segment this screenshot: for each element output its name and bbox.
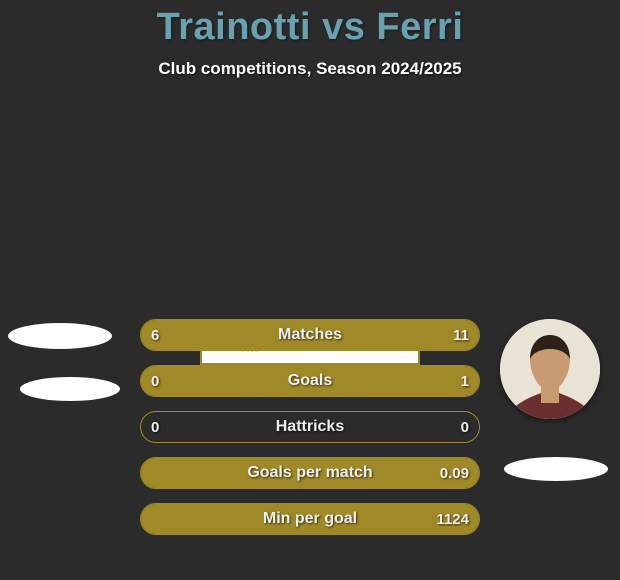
bar-value-left: 6 bbox=[151, 320, 159, 350]
bar-value-right: 11 bbox=[453, 320, 469, 350]
stat-bar-gpm: Goals per match 0.09 bbox=[140, 457, 480, 489]
player-right-avatar bbox=[500, 319, 600, 419]
stat-bar-mpg: Min per goal 1124 bbox=[140, 503, 480, 535]
bar-fill-right bbox=[141, 504, 479, 534]
avatar-icon bbox=[500, 319, 600, 419]
stat-bars: 6 Matches 11 0 Goals 1 0 Hattricks 0 Goa… bbox=[140, 319, 480, 549]
player-left-badge-1 bbox=[8, 323, 112, 349]
bar-fill-right bbox=[141, 366, 479, 396]
stat-bar-hattricks: 0 Hattricks 0 bbox=[140, 411, 480, 443]
compare-area: 6 Matches 11 0 Goals 1 0 Hattricks 0 Goa… bbox=[0, 319, 620, 399]
bar-fill-right bbox=[141, 458, 479, 488]
bar-value-right: 1124 bbox=[436, 504, 469, 534]
bar-fill-right bbox=[259, 320, 479, 350]
bar-value-left: 0 bbox=[151, 412, 159, 442]
stat-bar-matches: 6 Matches 11 bbox=[140, 319, 480, 351]
player-left-badge-2 bbox=[20, 377, 120, 401]
bar-value-right: 0.09 bbox=[440, 458, 469, 488]
bar-value-right: 1 bbox=[461, 366, 469, 396]
bar-value-left: 0 bbox=[151, 366, 159, 396]
bar-label: Hattricks bbox=[141, 412, 479, 442]
bar-value-right: 0 bbox=[461, 412, 469, 442]
stat-bar-goals: 0 Goals 1 bbox=[140, 365, 480, 397]
subtitle: Club competitions, Season 2024/2025 bbox=[0, 59, 620, 79]
player-right-badge bbox=[504, 457, 608, 481]
page-title: Trainotti vs Ferri bbox=[0, 6, 620, 49]
